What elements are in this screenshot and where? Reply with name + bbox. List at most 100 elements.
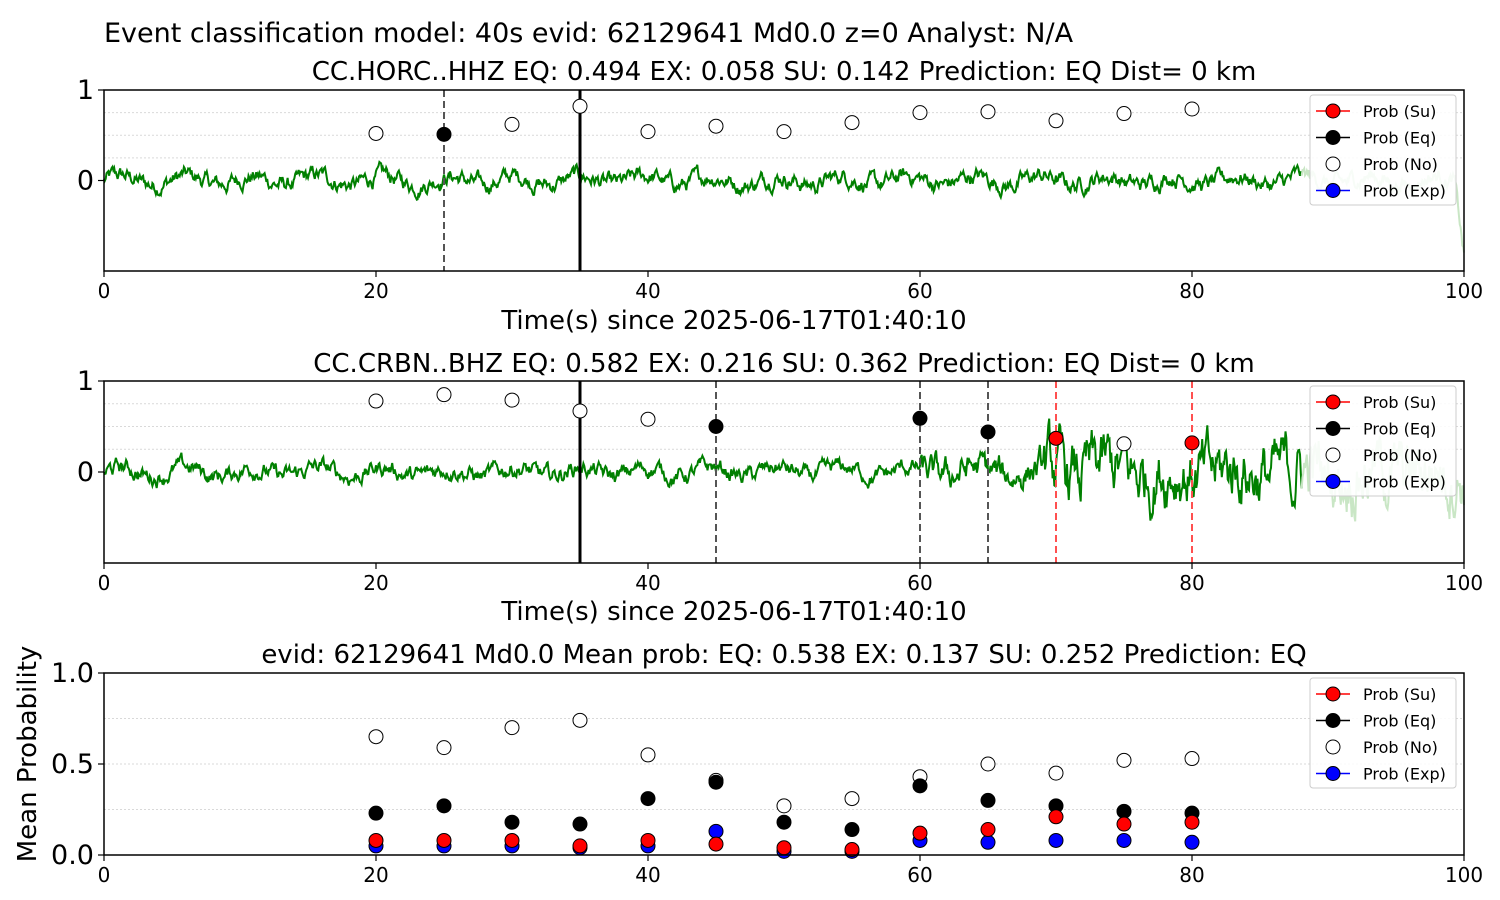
marker-eq bbox=[708, 774, 724, 790]
marker-no bbox=[436, 740, 452, 756]
legend-label-no: Prob (No) bbox=[1363, 446, 1438, 465]
marker-no bbox=[776, 124, 792, 140]
marker-no bbox=[1184, 101, 1200, 117]
marker-no bbox=[640, 747, 656, 763]
x-tick-label: 0 bbox=[98, 279, 111, 303]
marker-no bbox=[572, 712, 588, 728]
legend-label-su: Prob (Su) bbox=[1363, 102, 1436, 121]
legend-label-eq: Prob (Eq) bbox=[1363, 712, 1436, 731]
marker-eq bbox=[436, 798, 452, 814]
marker-eq bbox=[504, 814, 520, 830]
marker-no bbox=[1116, 752, 1132, 768]
marker-no bbox=[912, 105, 928, 121]
marker-su bbox=[980, 822, 996, 838]
panel-horc: CC.HORC..HHZ EQ: 0.494 EX: 0.058 SU: 0.1… bbox=[77, 57, 1483, 336]
x-tick-label: 40 bbox=[635, 863, 660, 887]
marker-eq bbox=[708, 419, 724, 434]
x-tick-label: 80 bbox=[1179, 279, 1204, 303]
marker-eq bbox=[436, 126, 452, 142]
legend-marker-eq bbox=[1325, 713, 1341, 728]
marker-su bbox=[776, 840, 792, 856]
x-tick-label: 80 bbox=[1179, 863, 1204, 887]
panel-title: CC.HORC..HHZ EQ: 0.494 EX: 0.058 SU: 0.1… bbox=[312, 57, 1257, 87]
marker-no bbox=[572, 403, 588, 419]
marker-no bbox=[844, 115, 860, 131]
legend-marker-exp bbox=[1325, 474, 1341, 489]
marker-no bbox=[980, 104, 996, 120]
x-tick-label: 20 bbox=[363, 863, 388, 887]
marker-no bbox=[1116, 106, 1132, 122]
marker-no bbox=[708, 118, 724, 134]
marker-no bbox=[1184, 751, 1200, 767]
x-tick-label: 100 bbox=[1445, 279, 1483, 303]
marker-su bbox=[1048, 430, 1064, 446]
legend-marker-su bbox=[1325, 394, 1341, 410]
marker-su bbox=[436, 832, 452, 848]
legend-marker-su bbox=[1325, 103, 1341, 119]
x-tick-label: 100 bbox=[1445, 571, 1483, 595]
x-tick-label: 60 bbox=[907, 279, 932, 303]
marker-exp bbox=[1048, 832, 1064, 848]
marker-no bbox=[1116, 436, 1132, 452]
marker-eq bbox=[368, 805, 384, 821]
marker-no bbox=[776, 798, 792, 814]
waveform-trace bbox=[103, 418, 1303, 521]
y-axis-label: Mean Probability bbox=[13, 646, 43, 863]
marker-su bbox=[1184, 435, 1200, 451]
marker-exp bbox=[1116, 832, 1132, 848]
y-tick-label: 0 bbox=[77, 457, 94, 488]
legend-label-no: Prob (No) bbox=[1363, 738, 1438, 757]
legend-marker-no bbox=[1325, 156, 1341, 172]
marker-eq bbox=[912, 778, 928, 794]
legend-marker-eq bbox=[1325, 421, 1341, 436]
marker-su bbox=[912, 825, 928, 841]
marker-su bbox=[572, 838, 588, 854]
marker-exp bbox=[980, 834, 996, 850]
marker-no bbox=[640, 411, 656, 427]
marker-no bbox=[1048, 765, 1064, 781]
x-axis-label: Time(s) since 2025-06-17T01:40:10 bbox=[500, 597, 966, 627]
marker-no bbox=[436, 387, 452, 403]
marker-no bbox=[572, 98, 588, 114]
marker-exp bbox=[708, 823, 724, 839]
marker-exp bbox=[1184, 834, 1200, 850]
legend-box bbox=[1309, 94, 1457, 206]
marker-su bbox=[1184, 814, 1200, 830]
marker-no bbox=[1048, 113, 1064, 129]
marker-no bbox=[504, 720, 520, 736]
x-tick-label: 60 bbox=[907, 863, 932, 887]
y-tick-label: 1.0 bbox=[51, 658, 94, 689]
legend-label-su: Prob (Su) bbox=[1363, 393, 1436, 412]
legend-marker-eq bbox=[1325, 130, 1341, 145]
legend-label-su: Prob (Su) bbox=[1363, 685, 1436, 704]
waveform-trace bbox=[103, 160, 1303, 202]
marker-eq bbox=[1116, 803, 1132, 819]
marker-su bbox=[1048, 809, 1064, 825]
marker-no bbox=[504, 392, 520, 408]
marker-no bbox=[980, 756, 996, 772]
legend-marker-exp bbox=[1325, 183, 1341, 198]
y-tick-label: 0.0 bbox=[51, 840, 94, 871]
axes-frame bbox=[103, 380, 1465, 564]
x-tick-label: 40 bbox=[635, 279, 660, 303]
y-tick-label: 1 bbox=[77, 366, 94, 397]
legend-label-eq: Prob (Eq) bbox=[1363, 420, 1436, 439]
x-tick-label: 100 bbox=[1445, 863, 1483, 887]
x-tick-label: 40 bbox=[635, 571, 660, 595]
panel-title: evid: 62129641 Md0.0 Mean prob: EQ: 0.53… bbox=[261, 640, 1306, 670]
panel-title: CC.CRBN..BHZ EQ: 0.582 EX: 0.216 SU: 0.3… bbox=[313, 349, 1254, 379]
marker-su bbox=[368, 832, 384, 848]
marker-eq bbox=[980, 792, 996, 808]
marker-su bbox=[844, 842, 860, 858]
marker-no bbox=[368, 393, 384, 409]
marker-su bbox=[504, 832, 520, 848]
legend-label-exp: Prob (Exp) bbox=[1363, 765, 1446, 784]
y-tick-label: 0 bbox=[77, 166, 94, 197]
marker-eq bbox=[844, 822, 860, 838]
marker-eq bbox=[980, 424, 996, 440]
panel-mean-prob: evid: 62129641 Md0.0 Mean prob: EQ: 0.53… bbox=[13, 640, 1483, 887]
marker-eq bbox=[572, 816, 588, 832]
marker-no bbox=[844, 791, 860, 807]
y-tick-label: 1 bbox=[77, 75, 94, 106]
